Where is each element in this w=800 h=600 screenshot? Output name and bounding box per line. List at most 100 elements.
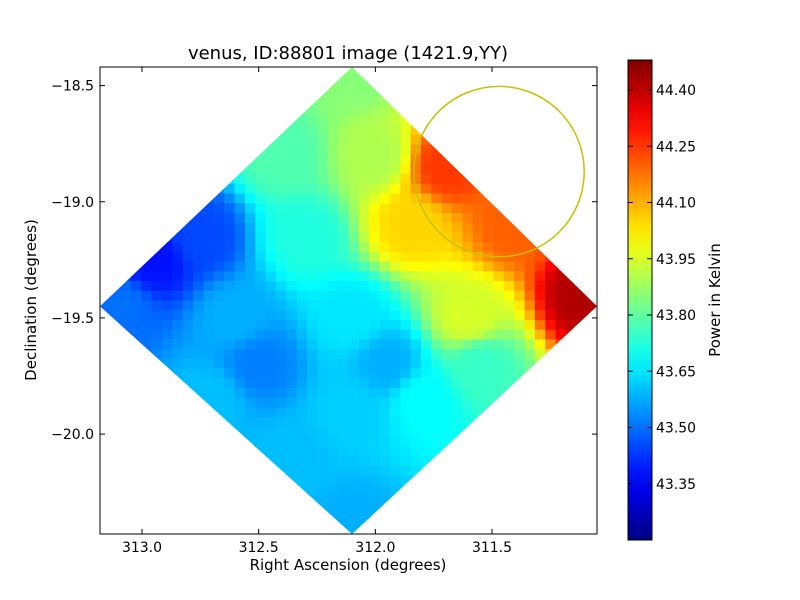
heatmap-cell	[110, 222, 122, 233]
heatmap-cell	[369, 465, 381, 477]
heatmap-cell	[545, 446, 557, 457]
heatmap-cell	[244, 456, 256, 467]
heatmap-cell	[462, 281, 474, 292]
heatmap-cell	[493, 300, 505, 311]
heatmap-cell	[576, 212, 588, 224]
heatmap-cell	[545, 319, 557, 331]
heatmap-cell	[555, 105, 567, 117]
heatmap-cell	[317, 310, 329, 321]
heatmap-cell	[203, 261, 215, 272]
heatmap-cell	[472, 232, 484, 243]
heatmap-cell	[255, 417, 267, 428]
heatmap-cell	[276, 368, 287, 379]
heatmap-cell	[565, 144, 577, 156]
heatmap-cell	[420, 174, 432, 185]
heatmap-cell	[348, 242, 360, 253]
heatmap-cell	[483, 144, 495, 156]
heatmap-cell	[420, 212, 432, 224]
heatmap-cell	[276, 193, 287, 204]
heatmap-cell	[452, 105, 463, 117]
heatmap-cell	[462, 368, 474, 379]
heatmap-cell	[483, 339, 495, 350]
heatmap-cell	[172, 212, 184, 224]
heatmap-cell	[565, 310, 577, 321]
heatmap-cell	[307, 105, 319, 117]
heatmap-cell	[472, 203, 484, 214]
heatmap-cell	[462, 485, 474, 496]
heatmap-cell	[348, 232, 360, 243]
heatmap-cell	[493, 154, 505, 165]
heatmap-cell	[431, 67, 443, 78]
heatmap-cell	[213, 358, 225, 370]
heatmap-cell	[586, 164, 597, 175]
heatmap-cell	[255, 339, 267, 350]
heatmap-cell	[120, 222, 132, 233]
heatmap-cell	[286, 465, 298, 477]
heatmap-cell	[441, 86, 453, 97]
heatmap-cell	[338, 203, 350, 214]
heatmap-cell	[276, 232, 287, 243]
heatmap-cell	[131, 86, 143, 97]
heatmap-cell	[213, 378, 225, 389]
heatmap-cell	[317, 485, 329, 496]
heatmap-cell	[296, 417, 308, 428]
heatmap-cell	[534, 261, 546, 272]
heatmap-cell	[193, 426, 205, 438]
heatmap-cell	[193, 368, 205, 379]
heatmap-cell	[100, 96, 111, 107]
heatmap-cell	[576, 504, 588, 516]
heatmap-cell	[203, 105, 215, 117]
heatmap-cell	[441, 349, 453, 360]
heatmap-cell	[493, 524, 505, 534]
heatmap-cell	[534, 203, 546, 214]
heatmap-cell	[545, 212, 557, 224]
heatmap-cell	[110, 105, 122, 117]
heatmap-cell	[265, 310, 277, 321]
heatmap-cell	[213, 485, 225, 496]
heatmap-cell	[576, 436, 588, 448]
heatmap-cell	[503, 524, 515, 534]
heatmap-cell	[586, 154, 597, 165]
heatmap-cell	[203, 514, 215, 525]
heatmap-cell	[534, 193, 546, 204]
heatmap-cell	[431, 495, 443, 506]
heatmap-cell	[234, 417, 246, 428]
heatmap-cell	[441, 310, 453, 321]
heatmap-cell	[431, 358, 443, 370]
heatmap-cell	[493, 378, 505, 389]
heatmap-cell	[462, 465, 474, 477]
heatmap-cell	[327, 436, 339, 448]
heatmap-cell	[503, 388, 515, 399]
heatmap-cell	[151, 96, 163, 107]
heatmap-cell	[524, 524, 536, 534]
heatmap-cell	[203, 96, 215, 107]
heatmap-cell	[110, 388, 122, 399]
heatmap-cell	[358, 242, 370, 253]
heatmap-cell	[182, 436, 194, 448]
heatmap-cell	[255, 524, 267, 534]
heatmap-cell	[131, 115, 143, 126]
heatmap-cell	[234, 446, 246, 457]
heatmap-cell	[379, 281, 391, 292]
heatmap-cell	[307, 465, 319, 477]
heatmap-cell	[565, 300, 577, 311]
heatmap-cell	[524, 183, 536, 195]
heatmap-cell	[317, 281, 329, 292]
heatmap-cell	[276, 125, 287, 136]
heatmap-cell	[224, 358, 236, 370]
heatmap-cell	[420, 514, 432, 525]
heatmap-cell	[534, 290, 546, 302]
heatmap-cell	[182, 290, 194, 302]
heatmap-cell	[389, 456, 401, 467]
heatmap-cell	[338, 358, 350, 370]
heatmap-cell	[534, 388, 546, 399]
heatmap-cell	[379, 105, 391, 117]
y-tick-label: −20.0	[51, 427, 94, 443]
heatmap-cell	[472, 319, 484, 331]
heatmap-cell	[462, 203, 474, 214]
heatmap-cell	[265, 475, 277, 486]
heatmap-cell	[100, 105, 111, 117]
heatmap-cell	[317, 329, 329, 341]
heatmap-cell	[545, 222, 557, 233]
heatmap-cell	[255, 271, 267, 282]
